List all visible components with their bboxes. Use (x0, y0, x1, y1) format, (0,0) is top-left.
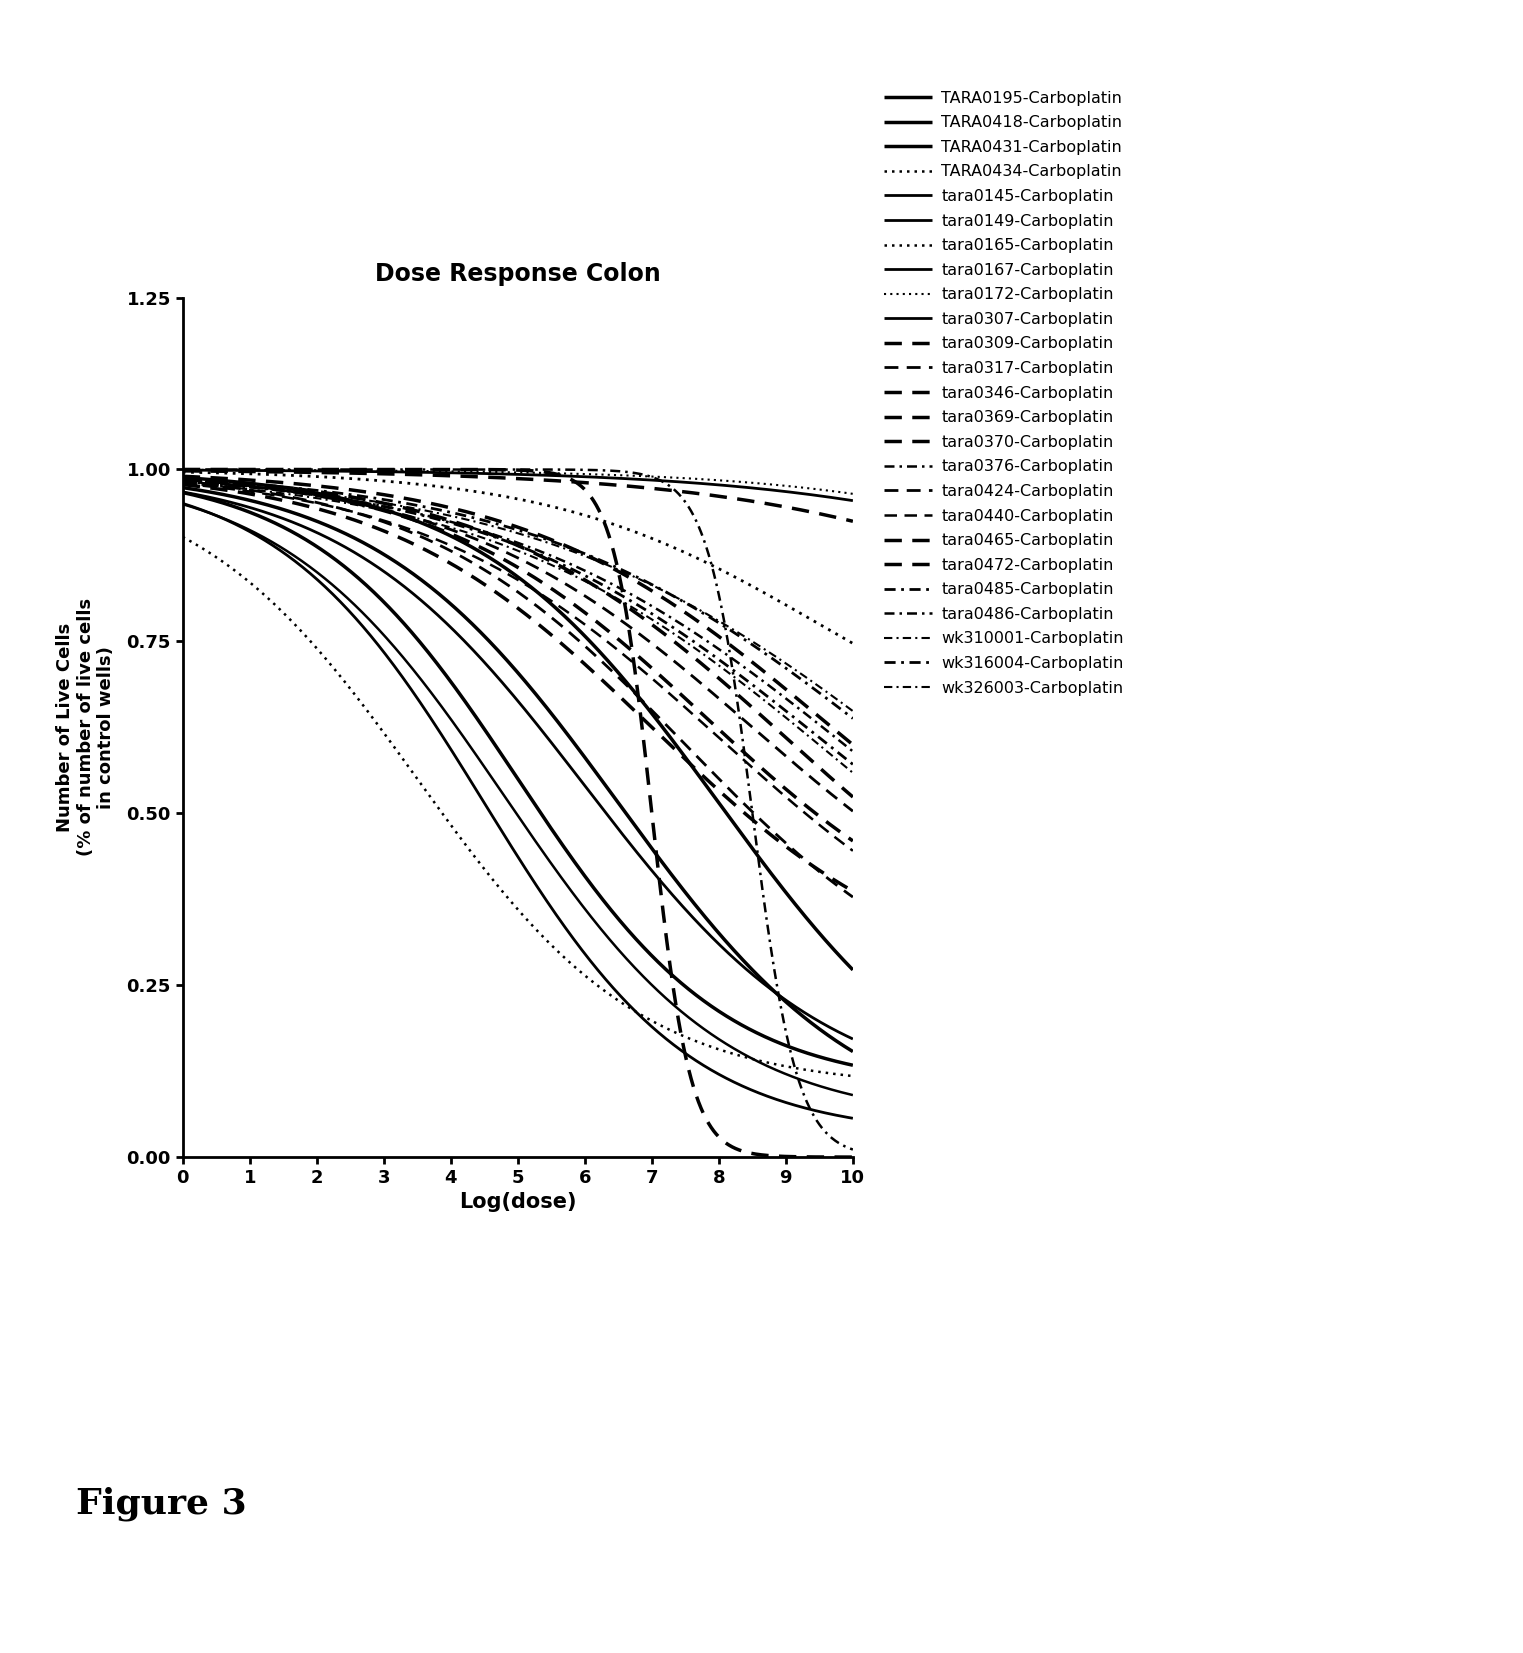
Title: Dose Response Colon: Dose Response Colon (375, 261, 661, 286)
Y-axis label: Number of Live Cells
(% of number of live cells
in control wells): Number of Live Cells (% of number of liv… (56, 598, 116, 856)
Legend: TARA0195-Carboplatin, TARA0418-Carboplatin, TARA0431-Carboplatin, TARA0434-Carbo: TARA0195-Carboplatin, TARA0418-Carboplat… (883, 91, 1124, 696)
Text: Figure 3: Figure 3 (76, 1486, 247, 1521)
X-axis label: Log(dose): Log(dose) (458, 1192, 577, 1212)
